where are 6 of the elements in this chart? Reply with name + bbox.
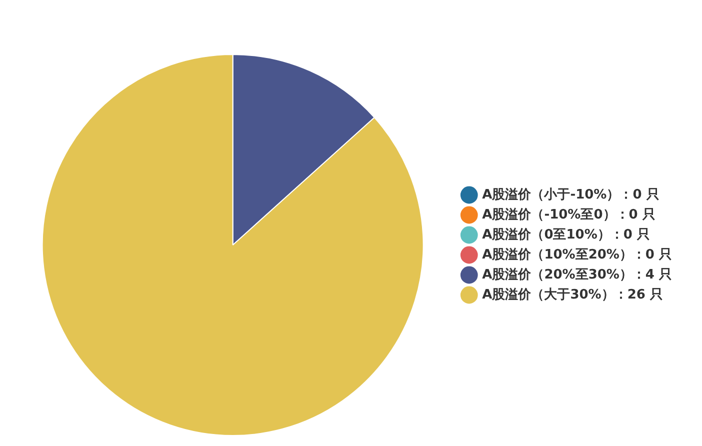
legend-label: A股溢价（0至10%）：0 只 [482,227,650,242]
legend-label: A股溢价（大于30%）：26 只 [482,287,663,302]
legend-label: A股溢价（小于-10%）：0 只 [482,187,660,202]
legend-label: A股溢价（10%至20%）：0 只 [482,247,672,262]
legend-label: A股溢价（-10%至0）：0 只 [482,207,656,222]
legend-label: A股溢价（20%至30%）：4 只 [482,267,672,282]
